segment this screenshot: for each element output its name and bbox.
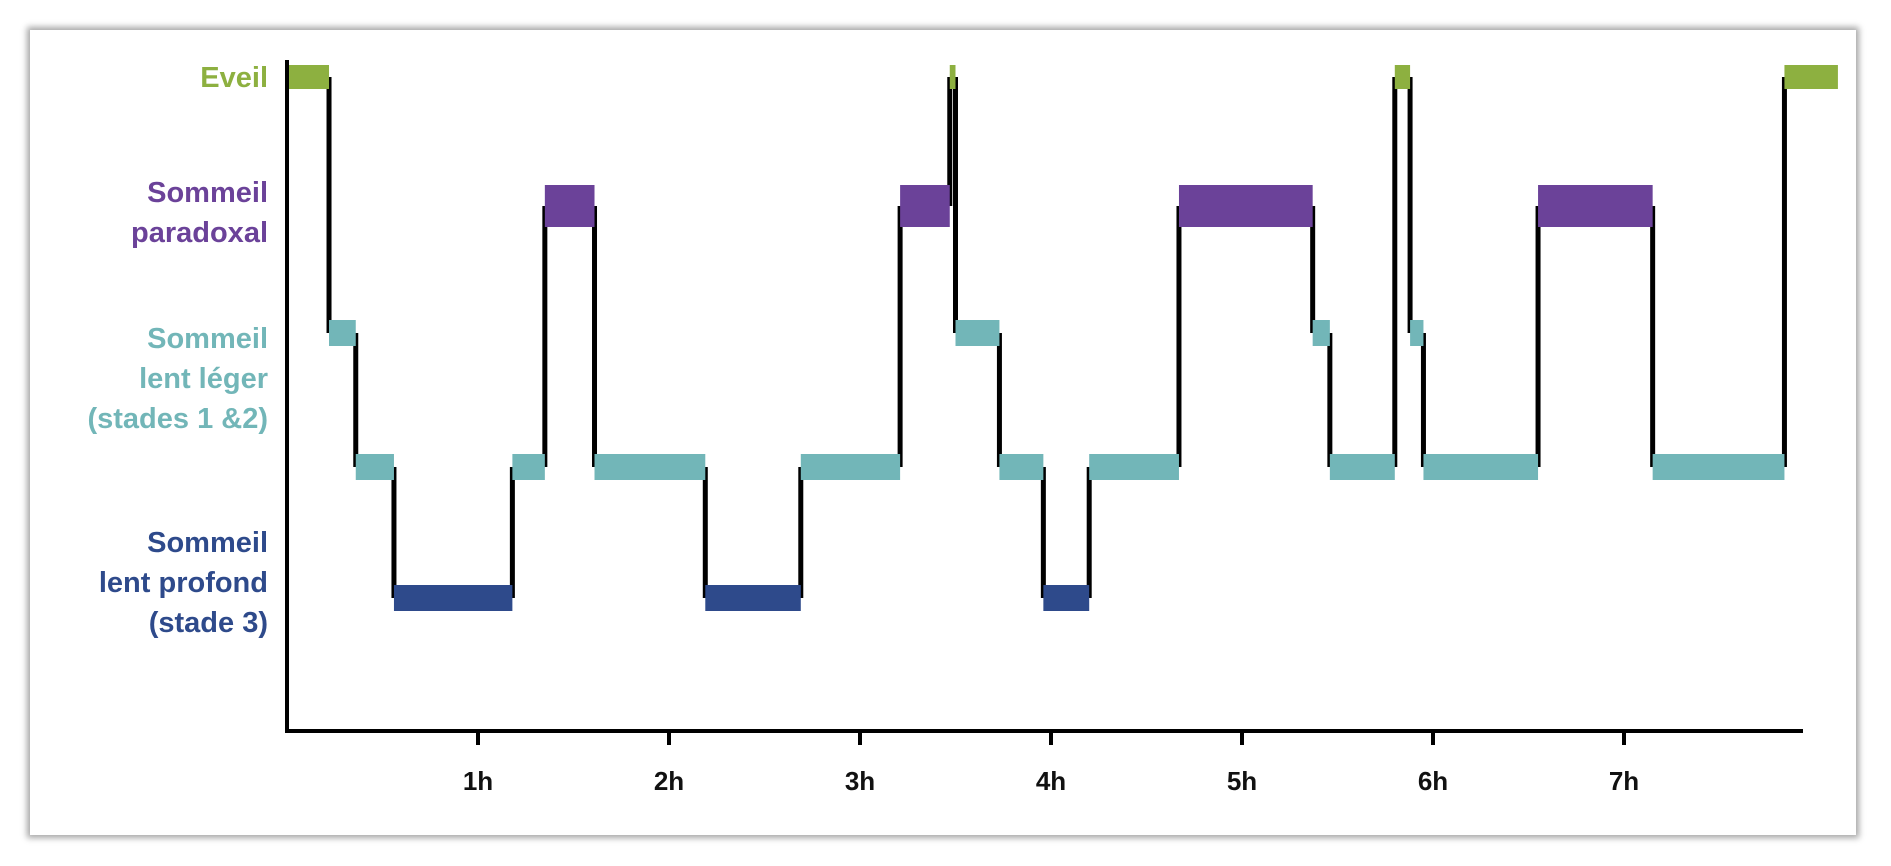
stage-label-profond: Sommeil lent profond (stade 3) [99,527,268,639]
stage-label-paradoxal: Sommeil paradoxal [131,177,268,249]
stage-label-line: lent profond [99,567,268,599]
x-tick-label: 1h [463,766,493,796]
stage-bar-profond [705,585,801,611]
stage-bar-leger [329,320,356,346]
stage-bar-profond [1043,585,1090,611]
x-tick-label: 5h [1227,766,1257,796]
stage-bar-leger [955,320,1000,346]
stage-bars [287,65,1838,611]
stage-label-line: lent léger [139,363,268,395]
stage-bar-eveil [1394,65,1411,89]
x-tick-label: 7h [1609,766,1639,796]
stage-bar-leger [1410,320,1424,346]
stage-bar-leger [1652,454,1785,480]
stage-bar-paradoxal [1178,185,1313,227]
stage-bar-leger [1329,454,1395,480]
stage-label-leger: Sommeil lent léger (stades 1 &2) [87,323,268,435]
stage-bar-paradoxal [1538,185,1653,227]
x-ticks: 1h 2h 3h 4h 5h 6h 7h [463,731,1639,796]
stage-label-line: Eveil [200,62,268,94]
stage-label-line: Sommeil [147,323,268,355]
stage-bar-leger [800,454,901,480]
stage-label-line: (stades 1 &2) [87,403,268,435]
stage-label-line: (stade 3) [149,607,268,639]
stage-bar-eveil [287,65,330,89]
stage-label-eveil: Eveil [200,62,268,94]
stage-bar-paradoxal [544,185,595,227]
stage-labels: Eveil Sommeil paradoxal Sommeil lent léger (s… [87,62,268,639]
stage-bar-leger [1423,454,1539,480]
hypnogram-trace [326,77,1787,598]
stage-label-line: Sommeil [147,527,268,559]
stage-label-line: paradoxal [131,217,268,249]
x-tick-label: 4h [1036,766,1066,796]
x-tick-label: 6h [1418,766,1448,796]
stage-bar-profond [393,585,513,611]
axes [285,60,1803,733]
stage-bar-paradoxal [900,185,950,227]
stage-bar-eveil [949,65,956,89]
stage-bar-leger [355,454,394,480]
stage-bar-leger [1089,454,1179,480]
stage-bar-leger [1312,320,1330,346]
chart-frame [30,30,1856,835]
stage-bar-leger [999,454,1044,480]
stage-label-line: Sommeil [147,177,268,209]
stage-bar-leger [594,454,706,480]
x-tick-label: 2h [654,766,684,796]
x-tick-label: 3h [845,766,875,796]
stage-bar-leger [512,454,545,480]
stage-bar-eveil [1784,65,1838,89]
